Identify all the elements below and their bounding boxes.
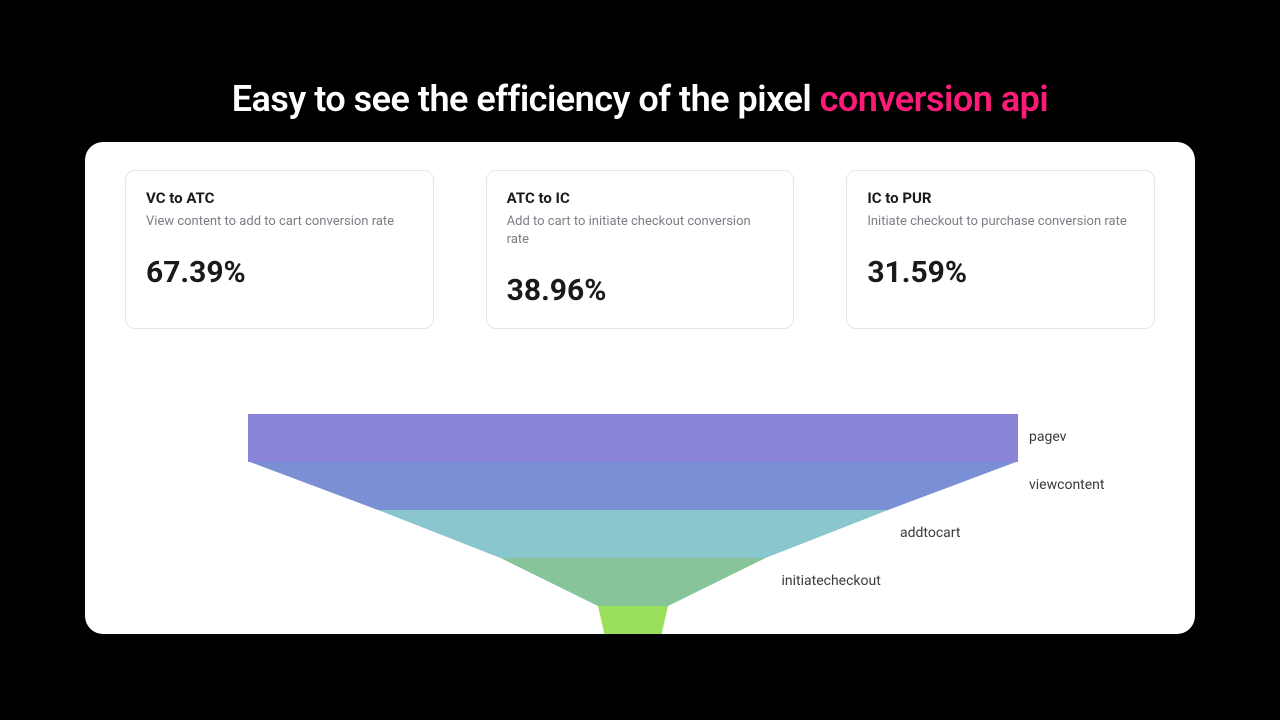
- metric-card-atc-ic: ATC to IC Add to cart to initiate checko…: [486, 170, 795, 329]
- card-desc: Add to cart to initiate checkout convers…: [507, 213, 774, 249]
- card-value: 31.59%: [867, 255, 1134, 290]
- funnel-segment: [378, 510, 888, 558]
- funnel-segment: [598, 606, 668, 634]
- heading-prefix: Easy to see the efficiency of the pixel: [232, 78, 820, 120]
- funnel-segment: [250, 462, 1016, 510]
- page-heading: Easy to see the efficiency of the pixel …: [0, 0, 1280, 120]
- funnel-segment-label: initiatecheckout: [782, 573, 881, 589]
- metric-cards-row: VC to ATC View content to add to cart co…: [125, 170, 1155, 329]
- funnel-segment-label: viewcontent: [1029, 477, 1105, 493]
- card-value: 67.39%: [146, 255, 413, 290]
- funnel-segment: [501, 558, 766, 606]
- metric-card-vc-atc: VC to ATC View content to add to cart co…: [125, 170, 434, 329]
- card-desc: View content to add to cart conversion r…: [146, 213, 413, 231]
- funnel-chart: pagev viewcontent addtocart initiatecheckou…: [85, 414, 1195, 634]
- dashboard-panel: VC to ATC View content to add to cart co…: [85, 142, 1195, 634]
- funnel-svg: [85, 414, 1195, 634]
- metric-card-ic-pur: IC to PUR Initiate checkout to purchase …: [846, 170, 1155, 329]
- card-title: IC to PUR: [867, 189, 1134, 207]
- card-value: 38.96%: [507, 273, 774, 308]
- card-desc: Initiate checkout to purchase conversion…: [867, 213, 1134, 231]
- funnel-segment-label: addtocart: [900, 525, 960, 541]
- funnel-segment: [248, 414, 1018, 462]
- funnel-segment-label: pagev: [1029, 429, 1066, 445]
- heading-highlight: conversion api: [820, 78, 1049, 120]
- card-title: VC to ATC: [146, 189, 413, 207]
- card-title: ATC to IC: [507, 189, 774, 207]
